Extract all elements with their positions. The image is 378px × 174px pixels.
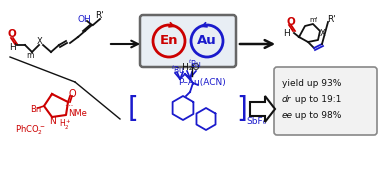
Text: O: O xyxy=(68,89,76,99)
Text: SbF₆: SbF₆ xyxy=(246,117,266,125)
Text: R': R' xyxy=(327,14,335,23)
Polygon shape xyxy=(250,96,275,122)
Text: NMe: NMe xyxy=(68,109,87,118)
Text: H: H xyxy=(284,29,290,38)
Text: up to 98%: up to 98% xyxy=(292,112,341,121)
Text: dr: dr xyxy=(282,96,291,105)
Text: ]: ] xyxy=(237,95,248,123)
Text: H: H xyxy=(9,42,16,52)
Text: En: En xyxy=(160,34,178,48)
Text: [: [ xyxy=(127,95,138,123)
Text: Au: Au xyxy=(197,34,217,48)
Text: N: N xyxy=(50,117,56,126)
FancyBboxPatch shape xyxy=(274,67,377,135)
Text: ee: ee xyxy=(282,112,293,121)
Text: PhCO$_2^-$: PhCO$_2^-$ xyxy=(15,123,45,137)
Text: X: X xyxy=(320,30,326,38)
Text: H$_2^+$: H$_2^+$ xyxy=(59,118,72,132)
Text: R': R' xyxy=(96,11,104,21)
Text: $^t$Bu: $^t$Bu xyxy=(171,64,185,76)
Text: - H₂O: - H₂O xyxy=(176,62,200,72)
Text: P–Au(ACN): P–Au(ACN) xyxy=(178,77,226,86)
Text: ····: ···· xyxy=(64,103,73,109)
Text: m: m xyxy=(26,52,34,61)
FancyBboxPatch shape xyxy=(140,15,236,67)
Text: $^t$Bu: $^t$Bu xyxy=(188,58,202,70)
Text: O: O xyxy=(8,29,16,39)
Text: O: O xyxy=(287,17,295,27)
Text: yield up 93%: yield up 93% xyxy=(282,80,341,89)
Text: X: X xyxy=(37,38,43,46)
Text: m': m' xyxy=(310,17,318,23)
Text: OH: OH xyxy=(77,14,91,23)
Text: up to 19:1: up to 19:1 xyxy=(292,96,341,105)
Text: Bn: Bn xyxy=(30,105,42,114)
